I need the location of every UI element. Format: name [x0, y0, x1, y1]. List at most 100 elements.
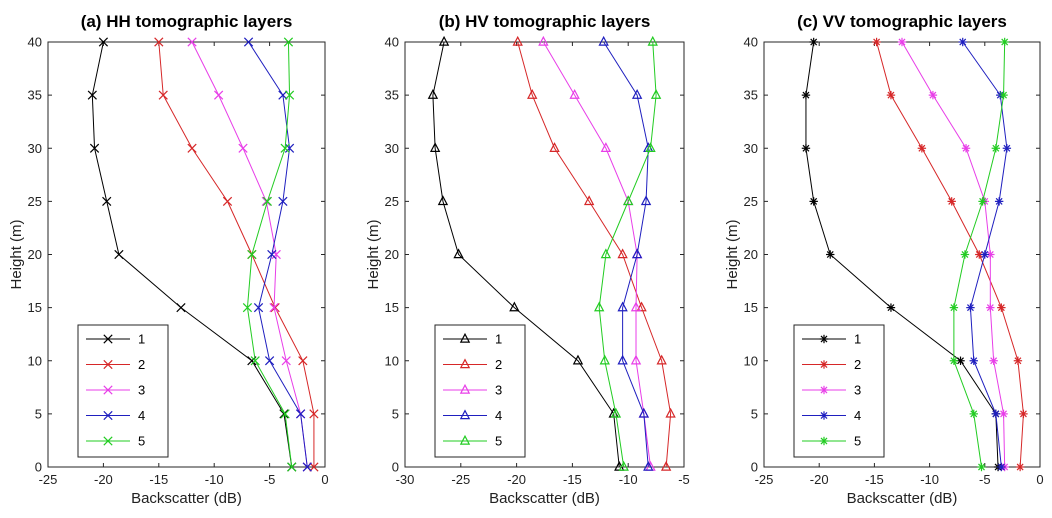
marker-stroke — [243, 37, 254, 47]
data-point — [512, 35, 523, 46]
marker-stroke — [979, 197, 987, 205]
legend-label: 3 — [854, 383, 861, 398]
marker-stroke — [1016, 463, 1024, 471]
series-5 — [949, 37, 1009, 472]
y-tick-label: 5 — [35, 406, 42, 421]
data-point — [1002, 144, 1012, 153]
marker-stroke — [261, 196, 271, 206]
y-tick-label: 35 — [744, 88, 758, 103]
legend-box — [434, 324, 526, 458]
x-tick-label: -20 — [810, 472, 829, 487]
data-point — [809, 37, 818, 47]
y-tick-label: 15 — [28, 300, 42, 315]
marker-stroke — [278, 90, 288, 100]
data-point — [650, 89, 662, 99]
data-point — [610, 407, 622, 418]
marker-stroke — [645, 142, 656, 152]
y-tick-label: 20 — [28, 247, 42, 262]
data-point — [643, 460, 654, 471]
data-point — [238, 143, 248, 153]
marker-stroke — [1003, 144, 1011, 152]
legend-marker — [819, 436, 829, 446]
marker-stroke — [820, 335, 828, 343]
panel-title: (c) VV tomographic layers — [797, 12, 1007, 31]
data-point — [631, 248, 643, 259]
data-point — [253, 303, 264, 313]
legend-entry: 3 — [802, 383, 861, 398]
marker-stroke — [887, 304, 895, 312]
marker-stroke — [950, 304, 958, 312]
data-point — [509, 301, 520, 312]
data-point — [269, 303, 279, 313]
marker-stroke — [630, 354, 642, 365]
marker-stroke — [810, 197, 818, 205]
marker-stroke — [918, 144, 926, 152]
data-point — [1015, 462, 1025, 472]
y-axis-label: Height (m) — [365, 219, 382, 289]
marker-stroke — [549, 142, 560, 152]
marker-stroke — [87, 90, 97, 100]
data-point — [154, 37, 164, 47]
data-point — [958, 37, 967, 47]
series-line — [246, 41, 293, 468]
y-axis-label: Height (m) — [724, 219, 741, 289]
marker-stroke — [820, 386, 828, 394]
marker-stroke — [962, 144, 970, 152]
marker-stroke — [631, 89, 643, 99]
data-point — [261, 196, 271, 206]
y-tick-label: 5 — [392, 406, 399, 421]
data-point — [89, 143, 100, 153]
marker-stroke — [284, 143, 295, 153]
data-point — [801, 90, 811, 100]
data-point — [600, 248, 612, 259]
data-point — [427, 89, 439, 99]
y-tick-label: 40 — [28, 35, 42, 50]
legend-label: 5 — [495, 434, 502, 449]
marker-stroke — [103, 410, 113, 421]
data-point — [977, 462, 986, 472]
marker-stroke — [284, 90, 295, 100]
legend-marker — [459, 383, 471, 394]
marker-stroke — [647, 35, 658, 46]
marker-stroke — [617, 301, 628, 312]
y-tick-label: 25 — [385, 194, 399, 209]
marker-stroke — [103, 334, 113, 344]
series-line — [517, 41, 672, 468]
data-point — [949, 356, 959, 365]
marker-stroke — [527, 89, 538, 99]
marker-stroke — [267, 249, 277, 260]
data-point — [997, 303, 1006, 312]
legend-entry: 5 — [802, 434, 861, 449]
data-point — [980, 250, 989, 259]
data-point — [872, 37, 881, 47]
legend-entry: 4 — [802, 408, 861, 423]
data-point — [599, 354, 610, 365]
marker-stroke — [948, 197, 956, 205]
legend-label: 4 — [854, 408, 861, 423]
marker-stroke — [966, 304, 974, 312]
marker-stroke — [820, 361, 828, 368]
series-3 — [897, 37, 1009, 472]
marker-stroke — [429, 142, 441, 152]
series-5 — [242, 37, 297, 472]
marker-stroke — [665, 407, 676, 418]
marker-stroke — [453, 248, 464, 259]
data-point — [527, 89, 538, 99]
marker-stroke — [1000, 410, 1008, 418]
marker-stroke — [459, 409, 471, 420]
data-point — [176, 303, 186, 313]
marker-stroke — [103, 385, 113, 395]
marker-stroke — [250, 356, 260, 366]
data-point — [280, 409, 290, 419]
data-point — [886, 90, 896, 100]
data-point — [298, 356, 308, 366]
marker-stroke — [280, 409, 290, 419]
x-tick-label: -15 — [149, 472, 168, 487]
legend: 1 2 3 4 5 — [434, 324, 526, 458]
legend-box — [77, 324, 169, 458]
marker-stroke — [820, 412, 828, 419]
data-point — [960, 250, 970, 259]
legend-entry: 4 — [86, 408, 145, 423]
series-4 — [243, 37, 312, 472]
marker-stroke — [98, 37, 109, 47]
